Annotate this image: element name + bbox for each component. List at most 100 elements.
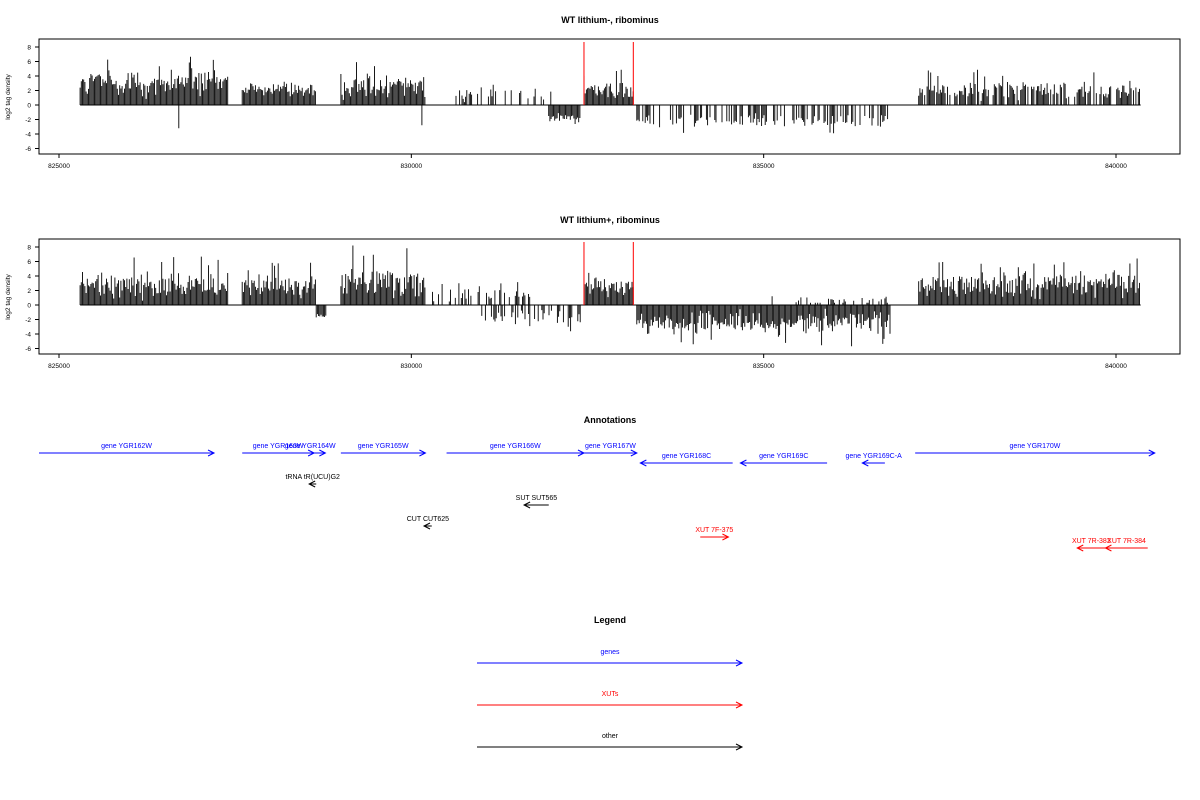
x-tick-label: 835000 xyxy=(753,363,775,370)
x-axis: 825000 830000 835000 840000 xyxy=(48,153,1127,170)
feature-label: gene YGR167W xyxy=(585,443,636,450)
arrowhead xyxy=(308,480,316,488)
feature-gene-ygr170w: gene YGR170W xyxy=(915,443,1156,457)
feature-label: gene YGR165W xyxy=(358,443,409,450)
bar-series xyxy=(79,245,1141,347)
feature-label: gene YGR168C xyxy=(662,453,711,460)
feature-label: gene YGR169C-A xyxy=(845,453,902,460)
arrowhead xyxy=(1104,544,1112,552)
feature-gene-ygr169c: gene YGR169C xyxy=(739,453,828,467)
feature-label: gene YGR164W xyxy=(285,443,336,450)
arrowhead xyxy=(735,743,744,751)
y-tick-label: 6 xyxy=(27,59,31,66)
feature-label: gene YGR163W xyxy=(253,443,304,450)
y-tick-label: -2 xyxy=(25,317,31,324)
coverage-panel-lithium-minus: WT lithium-, ribominus log2 tag density … xyxy=(5,15,1181,170)
feature-label: CUT CUT625 xyxy=(407,516,449,523)
arrowhead xyxy=(739,459,747,467)
feature-gene-ygr165w: gene YGR165W xyxy=(340,443,427,457)
arrowhead xyxy=(522,501,531,509)
arrowhead xyxy=(207,449,216,457)
coverage-bars xyxy=(79,56,1140,134)
legend-item-xuts: XUTs xyxy=(477,691,744,709)
feature-label: XUT 7R-384 xyxy=(1107,538,1146,545)
arrowhead xyxy=(419,449,427,457)
x-axis: 825000 830000 835000 840000 xyxy=(48,353,1127,370)
y-tick-label: 8 xyxy=(27,45,31,52)
feature-label: XUT 7R-383 xyxy=(1072,538,1111,545)
x-tick-label: 840000 xyxy=(1105,363,1127,370)
arrowhead xyxy=(422,522,431,530)
y-tick-label: -4 xyxy=(25,132,31,139)
feature-gene-ygr164w: gene YGR164W xyxy=(285,443,336,457)
y-tick-label: -6 xyxy=(25,346,31,353)
legend: Legend genes XUTs other xyxy=(477,615,744,751)
legend-label: other xyxy=(602,733,619,740)
arrowhead xyxy=(735,701,744,709)
y-tick-label: 4 xyxy=(27,274,31,281)
y-tick-label: 0 xyxy=(27,103,31,110)
red-markers xyxy=(583,242,634,305)
x-tick-label: 840000 xyxy=(1105,163,1127,170)
arrowhead xyxy=(735,659,744,667)
y-tick-label: 0 xyxy=(27,303,31,310)
legend-items: genes XUTs other xyxy=(477,649,744,751)
feature-gene-ygr168c: gene YGR168C xyxy=(639,453,733,467)
panel-title: WT lithium-, ribominus xyxy=(561,15,659,25)
y-tick-label: 8 xyxy=(27,245,31,252)
feature-label: gene YGR166W xyxy=(490,443,541,450)
arrowhead xyxy=(861,459,869,467)
legend-label: genes xyxy=(600,649,620,656)
y-tick-label: -6 xyxy=(25,146,31,153)
y-tick-label: 2 xyxy=(27,288,31,295)
legend-item-genes: genes xyxy=(477,649,744,667)
arrowhead xyxy=(319,449,327,457)
feature-cut-cut625: CUT CUT625 xyxy=(407,516,449,530)
feature-label: gene YGR170W xyxy=(1010,443,1061,450)
annotations-title: Annotations xyxy=(584,415,637,425)
x-tick-label: 835000 xyxy=(753,163,775,170)
feature-label: SUT SUT565 xyxy=(516,495,558,502)
feature-label: gene YGR169C xyxy=(759,453,808,460)
arrowhead xyxy=(722,533,730,541)
coverage-bars xyxy=(79,245,1140,347)
feature-xut-7r-383: XUT 7R-383 xyxy=(1072,538,1111,552)
feature-gene-ygr169c-a: gene YGR169C-A xyxy=(845,453,902,467)
y-axis: 8 6 4 2 0 -2 -4 -6 xyxy=(25,45,40,153)
y-axis-label: log2 tag density xyxy=(5,273,12,319)
feature-label: XUT 7F-375 xyxy=(695,527,733,534)
feature-label: gene YGR162W xyxy=(101,443,152,450)
arrowhead xyxy=(639,459,647,467)
annotations-track: Annotations gene YGR162W gene YGR163Wgene… xyxy=(39,415,1156,552)
feature-sut-sut565: SUT SUT565 xyxy=(516,495,558,509)
feature-trna-tr-ucu-g2: tRNA tR(UCU)G2 xyxy=(285,474,340,488)
y-axis-label: log2 tag density xyxy=(5,73,12,119)
legend-title: Legend xyxy=(594,615,626,625)
red-markers xyxy=(583,42,634,105)
y-tick-label: -2 xyxy=(25,117,31,124)
feature-gene-ygr166w: gene YGR166W xyxy=(446,443,586,457)
arrowhead xyxy=(1076,544,1084,552)
y-axis: 8 6 4 2 0 -2 -4 -6 xyxy=(25,245,40,353)
feature-label: tRNA tR(UCU)G2 xyxy=(285,474,340,481)
feature-gene-ygr162w: gene YGR162W xyxy=(39,443,216,457)
legend-label: XUTs xyxy=(602,691,619,698)
coverage-panel-lithium-plus: WT lithium+, ribominus log2 tag density … xyxy=(5,215,1181,370)
x-tick-label: 830000 xyxy=(400,163,422,170)
y-tick-label: -4 xyxy=(25,332,31,339)
feature-xut-7f-375: XUT 7F-375 xyxy=(695,527,733,541)
panel-title: WT lithium+, ribominus xyxy=(560,215,660,225)
bar-series xyxy=(79,56,1141,134)
x-tick-label: 825000 xyxy=(48,363,70,370)
y-tick-label: 6 xyxy=(27,259,31,266)
feature-xut-7r-384: XUT 7R-384 xyxy=(1104,538,1148,552)
feature-gene-ygr167w: gene YGR167W xyxy=(583,443,638,457)
x-tick-label: 830000 xyxy=(400,363,422,370)
arrowhead xyxy=(1148,449,1156,457)
legend-item-other: other xyxy=(477,733,744,751)
x-tick-label: 825000 xyxy=(48,163,70,170)
y-tick-label: 4 xyxy=(27,74,31,81)
y-tick-label: 2 xyxy=(27,88,31,95)
